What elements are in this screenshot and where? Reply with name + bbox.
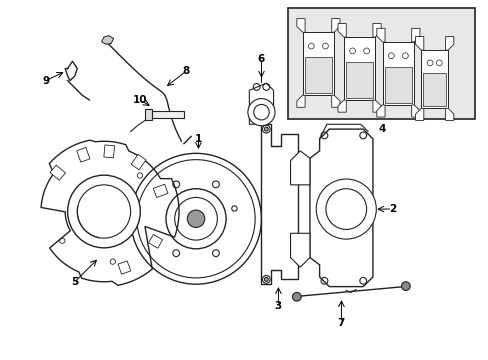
Circle shape [292, 292, 301, 301]
Polygon shape [331, 95, 339, 107]
Polygon shape [411, 105, 419, 117]
Circle shape [401, 282, 409, 291]
Polygon shape [445, 108, 453, 120]
Polygon shape [309, 129, 372, 287]
Polygon shape [261, 124, 297, 284]
Polygon shape [376, 105, 384, 117]
Polygon shape [445, 37, 453, 50]
Text: 6: 6 [257, 54, 264, 64]
Polygon shape [376, 28, 384, 42]
Polygon shape [290, 233, 309, 267]
Bar [287, 8, 474, 120]
Polygon shape [131, 154, 146, 170]
Text: 1: 1 [194, 134, 202, 144]
Circle shape [253, 104, 269, 120]
Polygon shape [331, 19, 339, 32]
Polygon shape [152, 111, 183, 118]
Polygon shape [302, 32, 333, 95]
Polygon shape [423, 73, 445, 106]
Polygon shape [290, 151, 309, 185]
Polygon shape [337, 23, 346, 37]
Polygon shape [411, 28, 419, 42]
Polygon shape [304, 57, 331, 93]
Text: 7: 7 [337, 318, 345, 328]
Polygon shape [382, 42, 413, 105]
Text: 4: 4 [378, 124, 386, 134]
Circle shape [264, 278, 268, 281]
Polygon shape [421, 50, 447, 108]
Polygon shape [415, 37, 423, 50]
Polygon shape [345, 62, 373, 98]
Circle shape [247, 99, 274, 126]
Text: 3: 3 [274, 301, 282, 311]
Polygon shape [102, 36, 113, 44]
Polygon shape [153, 184, 168, 198]
Polygon shape [296, 95, 305, 107]
Polygon shape [148, 234, 163, 248]
Polygon shape [372, 100, 380, 112]
Circle shape [325, 189, 366, 229]
Polygon shape [145, 109, 152, 120]
Polygon shape [343, 37, 375, 100]
Polygon shape [337, 100, 346, 112]
Polygon shape [103, 145, 114, 158]
Polygon shape [41, 140, 179, 285]
Polygon shape [384, 67, 411, 103]
Text: 8: 8 [183, 66, 189, 76]
Polygon shape [249, 83, 273, 124]
Text: 10: 10 [133, 95, 147, 105]
Polygon shape [296, 19, 305, 32]
Polygon shape [50, 165, 65, 180]
Text: 2: 2 [388, 204, 395, 214]
Polygon shape [415, 108, 423, 120]
Circle shape [264, 127, 268, 131]
Polygon shape [372, 23, 380, 37]
Text: 5: 5 [71, 277, 79, 287]
Text: 9: 9 [42, 76, 49, 86]
Polygon shape [77, 148, 90, 162]
Circle shape [187, 210, 204, 228]
Circle shape [67, 175, 140, 248]
Polygon shape [118, 261, 130, 274]
Circle shape [316, 179, 376, 239]
